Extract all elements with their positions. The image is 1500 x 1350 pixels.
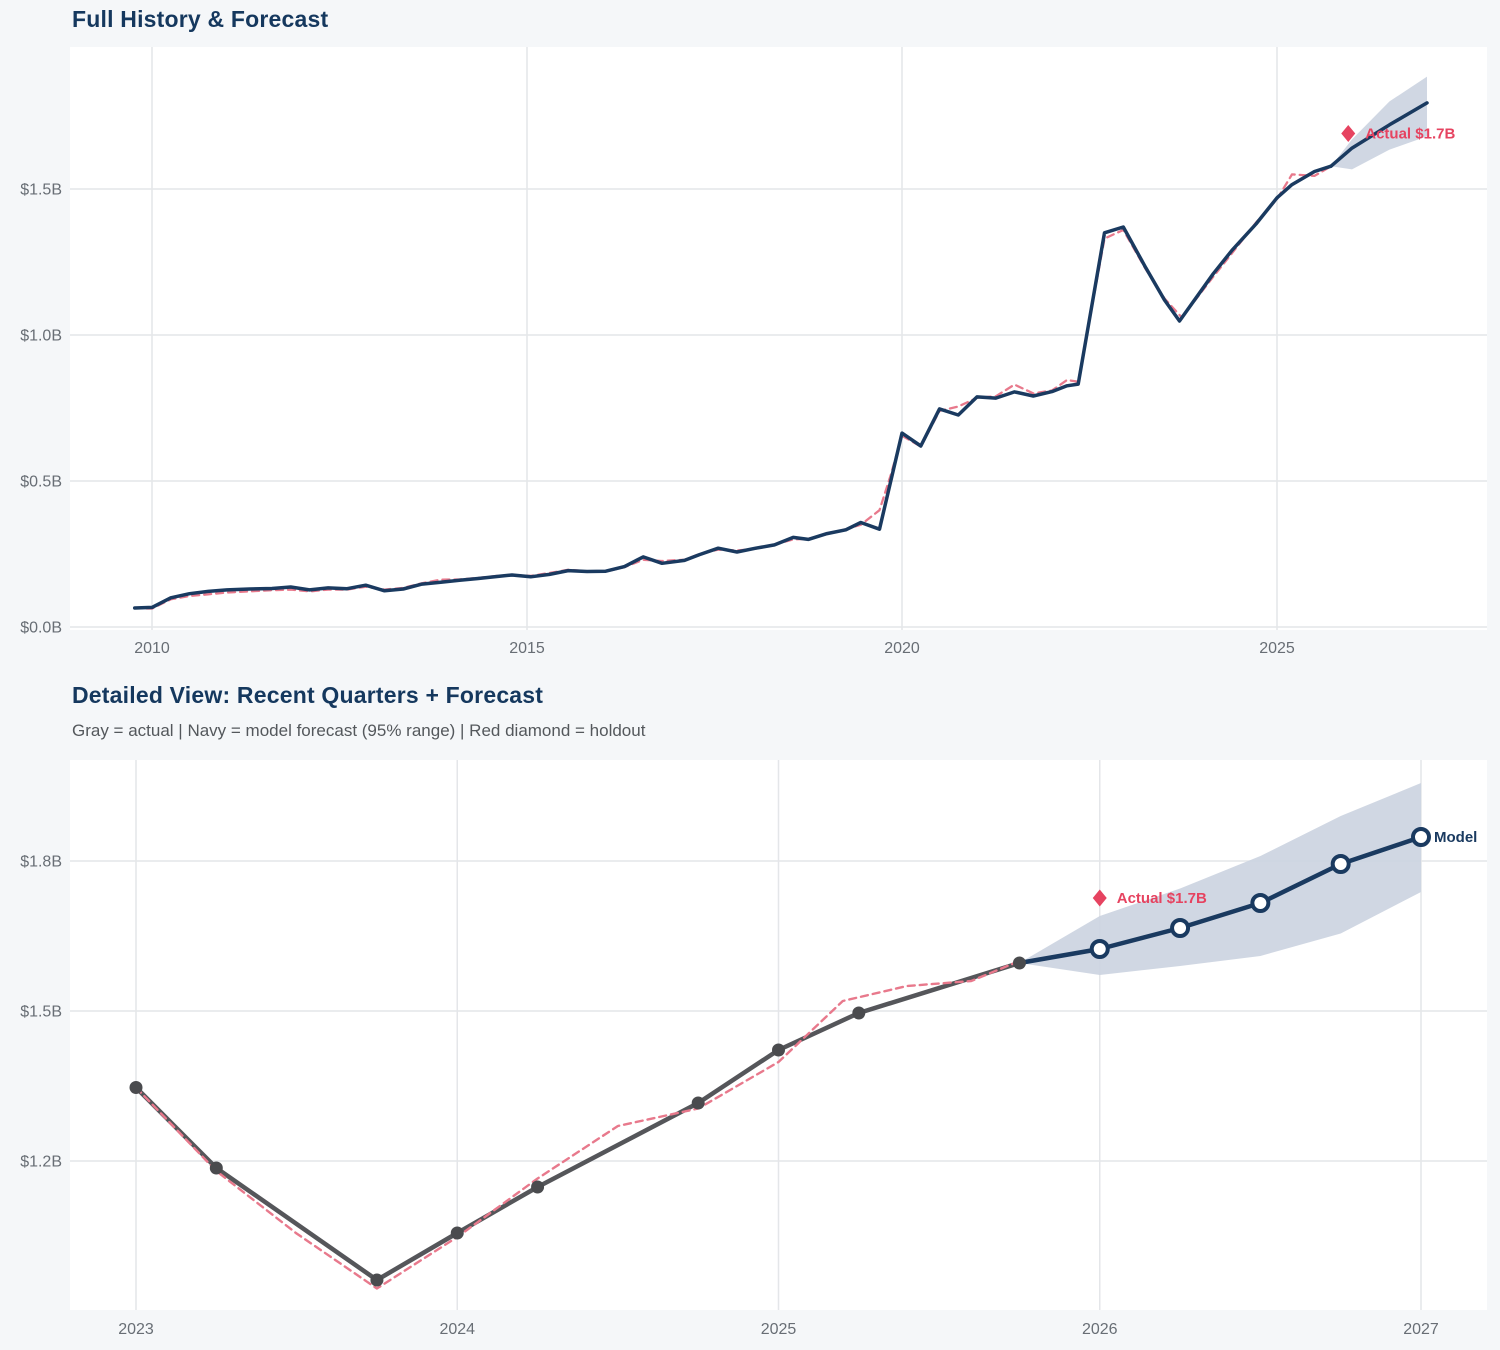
- actual-gray-point-marker: [1012, 956, 1026, 970]
- y-tick-label: $0.5B: [20, 474, 62, 491]
- fitted-dashed-line: [134, 959, 1021, 1290]
- full-history-chart-section: Full History & Forecast Actual $1.7B 2010…: [20, 6, 1487, 657]
- actual-gray-point-marker: [772, 1043, 785, 1057]
- x-tick-label: 2023: [118, 1321, 154, 1338]
- forecast-95-band: [1019, 783, 1421, 975]
- detailed-view-title: Detailed View: Recent Quarters + Forecas…: [72, 682, 544, 708]
- annotation-label: Actual $1.7B: [1117, 890, 1207, 907]
- y-tick-label: $0.0B: [20, 620, 62, 637]
- actual-gray-point-marker: [209, 1161, 223, 1175]
- holdout-diamond-marker: [1092, 889, 1107, 907]
- x-tick-label: 2015: [509, 640, 545, 657]
- actual-gray-point-marker: [531, 1180, 545, 1194]
- x-tick-label: 2025: [761, 1321, 797, 1338]
- x-tick-label: 2027: [1403, 1321, 1439, 1338]
- y-tick-label: $1.8B: [20, 854, 62, 871]
- annotation-label: Model: [1434, 829, 1477, 846]
- detailed-view-legend-subtitle: Gray = actual | Navy = model forecast (9…: [72, 721, 646, 740]
- y-tick-label: $1.2B: [20, 1154, 62, 1171]
- history-actual-navy-line: [132, 164, 1333, 610]
- forecast-navy-line: [1017, 834, 1424, 966]
- x-tick-label: 2025: [1259, 640, 1295, 657]
- x-tick-label: 2026: [1082, 1321, 1118, 1338]
- y-tick-label: $1.5B: [20, 1004, 62, 1021]
- full-history-plot: Actual $1.7B 2010 2015 2020 2025 $0.0B $0.5B $1…: [20, 47, 1487, 657]
- plot-area: [70, 47, 1487, 630]
- annotation-label: Actual $1.7B: [1365, 126, 1455, 143]
- full-history-title: Full History & Forecast: [72, 6, 329, 32]
- forecast-navy-point-marker: [1089, 939, 1110, 959]
- holdout-diamond-marker: [1341, 125, 1356, 143]
- actual-gray-point-marker: [450, 1226, 464, 1240]
- y-tick-label: $1.0B: [20, 328, 62, 345]
- forecast-navy-point-marker: [1250, 893, 1271, 913]
- actual-gray-point-marker: [370, 1273, 384, 1287]
- y-tick-label: $1.5B: [20, 182, 62, 199]
- actual-gray-point-marker: [852, 1006, 866, 1020]
- forecast-navy-point-marker: [1411, 827, 1431, 847]
- forecast-navy-point-marker: [1170, 918, 1191, 938]
- detailed-view-plot: Actual $1.7B Model 2023 2024 2025 2026 2027 $1.…: [20, 760, 1487, 1338]
- detailed-view-chart-section: Detailed View: Recent Quarters + Forecas…: [0, 675, 1500, 1350]
- actual-gray-point-marker: [691, 1096, 705, 1110]
- x-tick-label: 2020: [884, 640, 920, 657]
- forecast-navy-point-marker: [1330, 854, 1351, 874]
- actual-gray-point-marker: [129, 1081, 143, 1094]
- forecast-navy-line: [1329, 101, 1429, 168]
- x-tick-label: 2010: [134, 640, 170, 657]
- x-tick-label: 2024: [439, 1321, 475, 1338]
